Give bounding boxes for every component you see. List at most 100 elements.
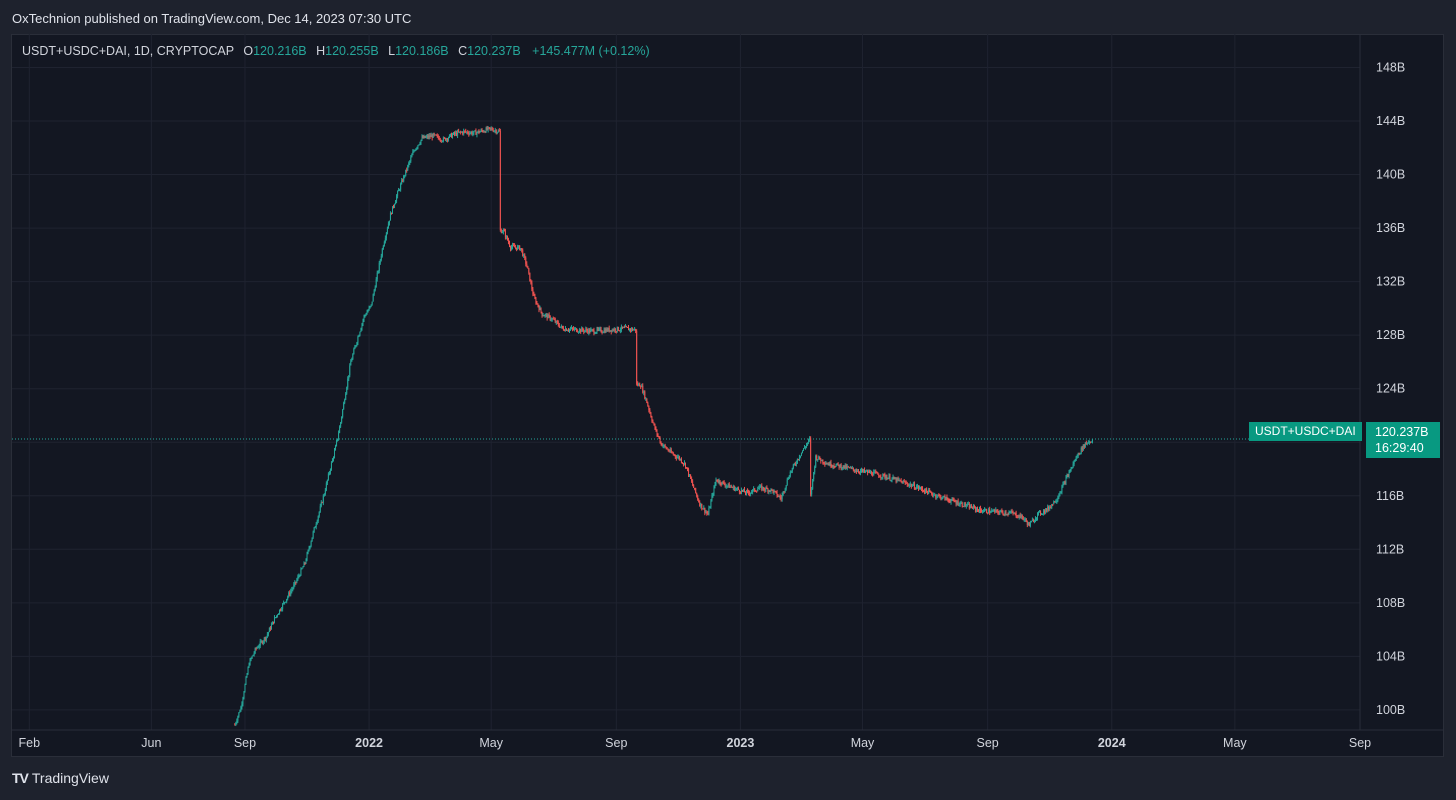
candle-body (615, 331, 617, 333)
candle-body (613, 328, 615, 331)
tradingview-logo-icon: TV (12, 770, 29, 786)
candle-body (612, 329, 614, 331)
candle-body (321, 502, 323, 504)
candle-body (266, 634, 268, 637)
candle-body (347, 378, 349, 388)
candle-body (319, 506, 321, 512)
candle-body (593, 329, 595, 334)
candle-body (1062, 483, 1064, 487)
candle-body (346, 387, 348, 394)
candle-body (1088, 441, 1090, 443)
y-tick-label: 100B (1376, 703, 1405, 717)
candle-body (1068, 472, 1070, 477)
candle-body (610, 330, 612, 332)
candle-body (374, 287, 376, 291)
candle-body (962, 506, 964, 508)
candle-body (717, 481, 719, 483)
candle-body (368, 307, 370, 311)
candle-body (775, 491, 777, 493)
candle-body (516, 247, 518, 250)
candle-body (608, 327, 610, 332)
candle-body (964, 502, 966, 507)
candle-body (896, 478, 898, 482)
candle-body (432, 133, 434, 138)
candle-body (264, 637, 266, 640)
candle-body (1005, 512, 1007, 515)
candle-body (245, 677, 247, 685)
candle-body (657, 434, 659, 437)
candle-body (270, 624, 272, 630)
candle-body (747, 490, 749, 492)
candle-body (754, 488, 756, 492)
candle-body (726, 485, 728, 487)
candle-body (277, 614, 279, 616)
candle-body (871, 471, 873, 475)
candle-body (986, 509, 988, 513)
candle-body (790, 471, 792, 473)
candle-body (304, 562, 306, 564)
candle-body (458, 131, 460, 133)
chart-pane[interactable] (11, 34, 1444, 757)
candle-body (395, 201, 397, 205)
candle-body (283, 602, 285, 604)
candle-body (371, 301, 373, 305)
candle-body (313, 527, 315, 532)
candle-body (830, 462, 832, 467)
candle-body (877, 472, 879, 475)
candle-body (441, 141, 443, 143)
candle-body (1004, 512, 1006, 515)
candle-body (785, 485, 787, 489)
candle-body (683, 462, 685, 465)
symbol-title[interactable]: USDT+USDC+DAI, 1D, CRYPTOCAP (22, 44, 234, 58)
candle-body (1010, 511, 1012, 513)
candle-body (621, 326, 623, 328)
candle-body (997, 510, 999, 513)
candle-body (549, 315, 551, 320)
candle-body (553, 319, 555, 321)
candle-body (703, 507, 705, 509)
candle-body (969, 505, 971, 509)
candle-body (616, 326, 618, 332)
candle-body (1060, 492, 1062, 494)
candle-body (429, 135, 431, 137)
candle-body (633, 329, 635, 331)
candle-body (756, 491, 758, 493)
candle-body (1069, 471, 1071, 473)
candle-body (837, 463, 839, 465)
brand-footer[interactable]: TV TradingView (12, 770, 109, 786)
candle-body (293, 584, 295, 588)
candle-body (950, 500, 952, 503)
candle-body (761, 485, 763, 490)
candle-body (385, 232, 387, 239)
candle-body (693, 485, 695, 488)
candle-body (466, 131, 468, 133)
candle-body (760, 485, 762, 487)
candle-body (571, 327, 573, 329)
candle-body (437, 135, 439, 138)
candle-body (846, 466, 848, 469)
y-tick-label: 136B (1376, 221, 1405, 235)
candle-body (900, 480, 902, 482)
candle-body (791, 467, 793, 472)
candle-body (972, 505, 974, 509)
candle-body (682, 463, 684, 465)
candle-body (604, 329, 606, 333)
candle-body (248, 665, 250, 668)
candle-body (809, 438, 811, 440)
candle-body (235, 722, 237, 725)
candle-body (803, 448, 805, 451)
candle-body (382, 246, 384, 249)
candle-body (924, 490, 926, 493)
candle-body (764, 489, 766, 491)
candle-body (284, 602, 286, 604)
candle-body (1017, 517, 1019, 519)
candle-body (690, 474, 692, 479)
candle-body (831, 466, 833, 468)
candle-body (1035, 518, 1037, 520)
candle-body (946, 497, 948, 500)
candle-body (668, 450, 670, 452)
candle-body (459, 131, 461, 133)
candle-body (947, 499, 949, 501)
candle-body (255, 648, 257, 650)
